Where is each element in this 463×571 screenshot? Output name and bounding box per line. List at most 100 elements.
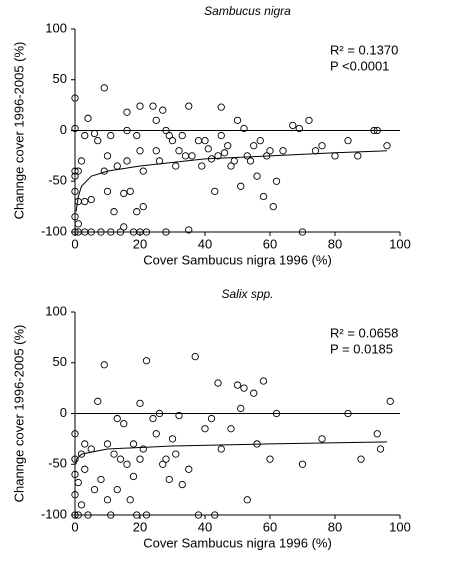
point xyxy=(237,404,245,413)
point xyxy=(162,228,170,236)
x-tick-label: 0 xyxy=(71,236,78,251)
x-tick-label: 60 xyxy=(263,236,277,251)
annotation: P = 0.0185 xyxy=(330,341,393,356)
point xyxy=(211,187,219,196)
point xyxy=(71,511,79,519)
point xyxy=(94,397,102,405)
point xyxy=(123,126,131,135)
annotation: R² = 0.1370 xyxy=(330,42,398,57)
point xyxy=(289,121,297,130)
x-tick-label: 40 xyxy=(198,519,212,534)
point xyxy=(318,435,326,443)
point xyxy=(81,440,89,448)
point xyxy=(90,485,99,494)
y-tick-label: -100 xyxy=(41,223,67,238)
point xyxy=(133,208,141,216)
y-tick-label: -50 xyxy=(48,173,67,188)
point xyxy=(198,162,206,170)
point xyxy=(71,124,79,133)
point xyxy=(129,472,138,481)
point xyxy=(133,511,141,519)
point xyxy=(331,152,339,160)
x-tick-label: 60 xyxy=(263,519,277,534)
point xyxy=(207,414,216,423)
annotation: P <0.0001 xyxy=(330,58,389,73)
point xyxy=(185,102,193,110)
point xyxy=(185,465,193,473)
x-tick-label: 20 xyxy=(133,236,147,251)
point xyxy=(204,145,212,153)
point xyxy=(376,445,385,453)
point xyxy=(217,131,225,140)
point xyxy=(279,147,287,155)
point xyxy=(149,414,157,423)
point xyxy=(110,450,118,458)
point xyxy=(120,419,128,428)
x-axis-label: Cover Sambucus nigra 1996 (%) xyxy=(143,252,332,267)
point xyxy=(77,450,86,458)
annotation: R² = 0.0658 xyxy=(330,325,398,340)
chart-title: Salix spp. xyxy=(221,287,273,301)
point xyxy=(74,220,82,228)
point xyxy=(272,177,281,185)
y-tick-label: 100 xyxy=(45,20,67,35)
point xyxy=(227,162,235,170)
point xyxy=(185,226,193,234)
y-tick-label: -100 xyxy=(41,506,67,521)
point xyxy=(139,167,147,175)
point xyxy=(217,445,225,453)
point xyxy=(298,460,307,468)
y-tick-label: 0 xyxy=(60,405,67,420)
point xyxy=(97,228,105,236)
fit-curve xyxy=(75,441,388,465)
point xyxy=(152,116,160,125)
point xyxy=(113,485,121,494)
point xyxy=(269,202,277,211)
point xyxy=(233,116,242,125)
point xyxy=(113,414,121,423)
x-tick-label: 0 xyxy=(71,519,78,534)
point xyxy=(373,430,381,438)
point xyxy=(272,409,281,418)
point xyxy=(123,108,131,116)
point xyxy=(74,478,82,487)
point xyxy=(194,511,203,519)
point xyxy=(126,496,134,504)
point xyxy=(354,152,362,160)
point xyxy=(172,162,180,170)
point xyxy=(295,124,303,133)
point xyxy=(259,377,268,385)
point xyxy=(168,435,177,443)
point xyxy=(237,182,245,190)
point xyxy=(240,124,248,133)
point xyxy=(172,450,180,458)
point xyxy=(84,114,92,122)
point xyxy=(136,102,144,110)
point xyxy=(318,142,326,150)
x-tick-label: 100 xyxy=(389,236,411,251)
point xyxy=(116,228,125,236)
point xyxy=(116,455,125,463)
point xyxy=(175,411,183,420)
point xyxy=(103,496,112,504)
point xyxy=(178,480,186,489)
point xyxy=(129,440,138,448)
point xyxy=(107,131,115,140)
point xyxy=(71,167,79,175)
x-tick-label: 40 xyxy=(198,236,212,251)
point xyxy=(250,389,258,397)
point xyxy=(311,147,320,155)
point xyxy=(259,192,268,201)
point xyxy=(74,511,82,519)
point xyxy=(168,136,177,145)
point xyxy=(81,465,89,473)
point xyxy=(142,228,151,236)
y-axis-label: Channge cover 1996-2005 (%) xyxy=(11,42,26,220)
point xyxy=(100,361,108,369)
point xyxy=(81,197,89,206)
point xyxy=(94,136,102,145)
point xyxy=(201,136,209,145)
point xyxy=(214,152,222,160)
point xyxy=(139,202,147,211)
point xyxy=(87,195,95,204)
